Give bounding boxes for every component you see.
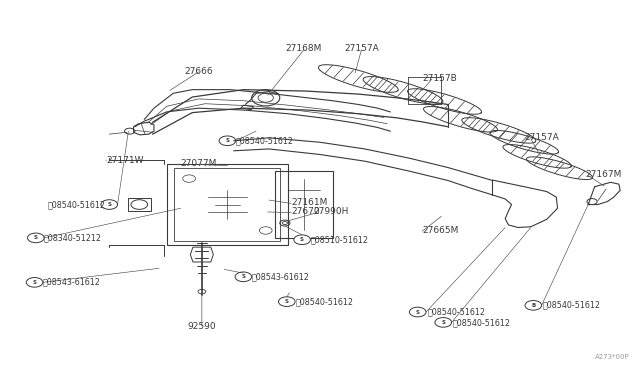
Text: S: S bbox=[300, 237, 304, 242]
Text: S: S bbox=[285, 299, 289, 304]
Text: 27077M: 27077M bbox=[180, 159, 217, 168]
Text: B: B bbox=[531, 303, 536, 308]
Text: S: S bbox=[441, 320, 445, 325]
Circle shape bbox=[410, 307, 426, 317]
Text: Ⓢ08340-51212: Ⓢ08340-51212 bbox=[44, 233, 102, 243]
Text: 27670: 27670 bbox=[291, 208, 320, 217]
Text: 27157A: 27157A bbox=[344, 44, 379, 53]
Text: 27990H: 27990H bbox=[314, 208, 349, 217]
Text: S: S bbox=[34, 235, 38, 240]
Circle shape bbox=[26, 278, 43, 287]
Text: S: S bbox=[225, 138, 229, 143]
Text: S: S bbox=[416, 310, 420, 314]
Circle shape bbox=[525, 301, 541, 310]
Text: Ⓢ08540-51612: Ⓢ08540-51612 bbox=[428, 308, 485, 317]
Circle shape bbox=[278, 297, 295, 307]
Text: Ⓢ08540-51612: Ⓢ08540-51612 bbox=[452, 318, 510, 327]
Text: 27157A: 27157A bbox=[524, 133, 559, 142]
Text: A273*00P: A273*00P bbox=[595, 354, 630, 360]
Text: 27168M: 27168M bbox=[286, 44, 322, 53]
Text: 27157B: 27157B bbox=[422, 74, 457, 83]
Text: 27161M: 27161M bbox=[291, 198, 328, 207]
Text: 27665M: 27665M bbox=[422, 226, 458, 235]
Circle shape bbox=[235, 272, 252, 282]
Text: Ⓢ08510-51612: Ⓢ08510-51612 bbox=[310, 235, 369, 244]
Text: 27171W: 27171W bbox=[106, 155, 143, 164]
Text: 92590: 92590 bbox=[188, 322, 216, 331]
Text: Ⓢ08540-51612: Ⓢ08540-51612 bbox=[236, 136, 294, 145]
Text: 27666: 27666 bbox=[184, 67, 213, 76]
Circle shape bbox=[294, 235, 310, 244]
Text: S: S bbox=[241, 274, 245, 279]
Text: Ⓢ08543-61612: Ⓢ08543-61612 bbox=[43, 278, 100, 287]
Text: S: S bbox=[108, 202, 111, 207]
Circle shape bbox=[219, 136, 236, 145]
Text: 27167M: 27167M bbox=[585, 170, 621, 179]
Circle shape bbox=[28, 233, 44, 243]
Text: Ⓢ08543-61612: Ⓢ08543-61612 bbox=[252, 272, 310, 281]
Text: Ⓢ08540-51612: Ⓢ08540-51612 bbox=[296, 297, 354, 306]
Text: Ⓑ08540-51612: Ⓑ08540-51612 bbox=[542, 301, 600, 310]
Text: S: S bbox=[33, 280, 36, 285]
Circle shape bbox=[101, 200, 118, 209]
Circle shape bbox=[435, 318, 452, 327]
Text: Ⓢ08540-51612: Ⓢ08540-51612 bbox=[47, 200, 106, 209]
